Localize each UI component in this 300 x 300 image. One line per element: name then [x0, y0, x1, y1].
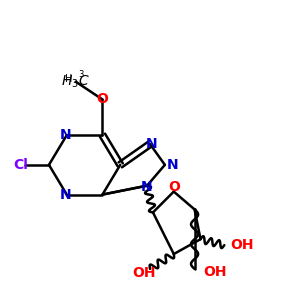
- Text: Cl: Cl: [13, 158, 28, 172]
- Text: O: O: [168, 180, 180, 194]
- Text: H: H: [65, 74, 73, 84]
- Text: O: O: [97, 92, 108, 106]
- Text: N: N: [59, 188, 71, 202]
- Text: OH: OH: [132, 266, 156, 280]
- Text: N: N: [141, 180, 153, 194]
- Text: $H_3C$: $H_3C$: [61, 74, 90, 90]
- Text: OH: OH: [230, 238, 254, 252]
- Text: 3: 3: [79, 70, 84, 79]
- Text: N: N: [167, 158, 178, 172]
- Text: N: N: [146, 137, 157, 151]
- Text: OH: OH: [203, 265, 227, 279]
- Text: N: N: [59, 128, 71, 142]
